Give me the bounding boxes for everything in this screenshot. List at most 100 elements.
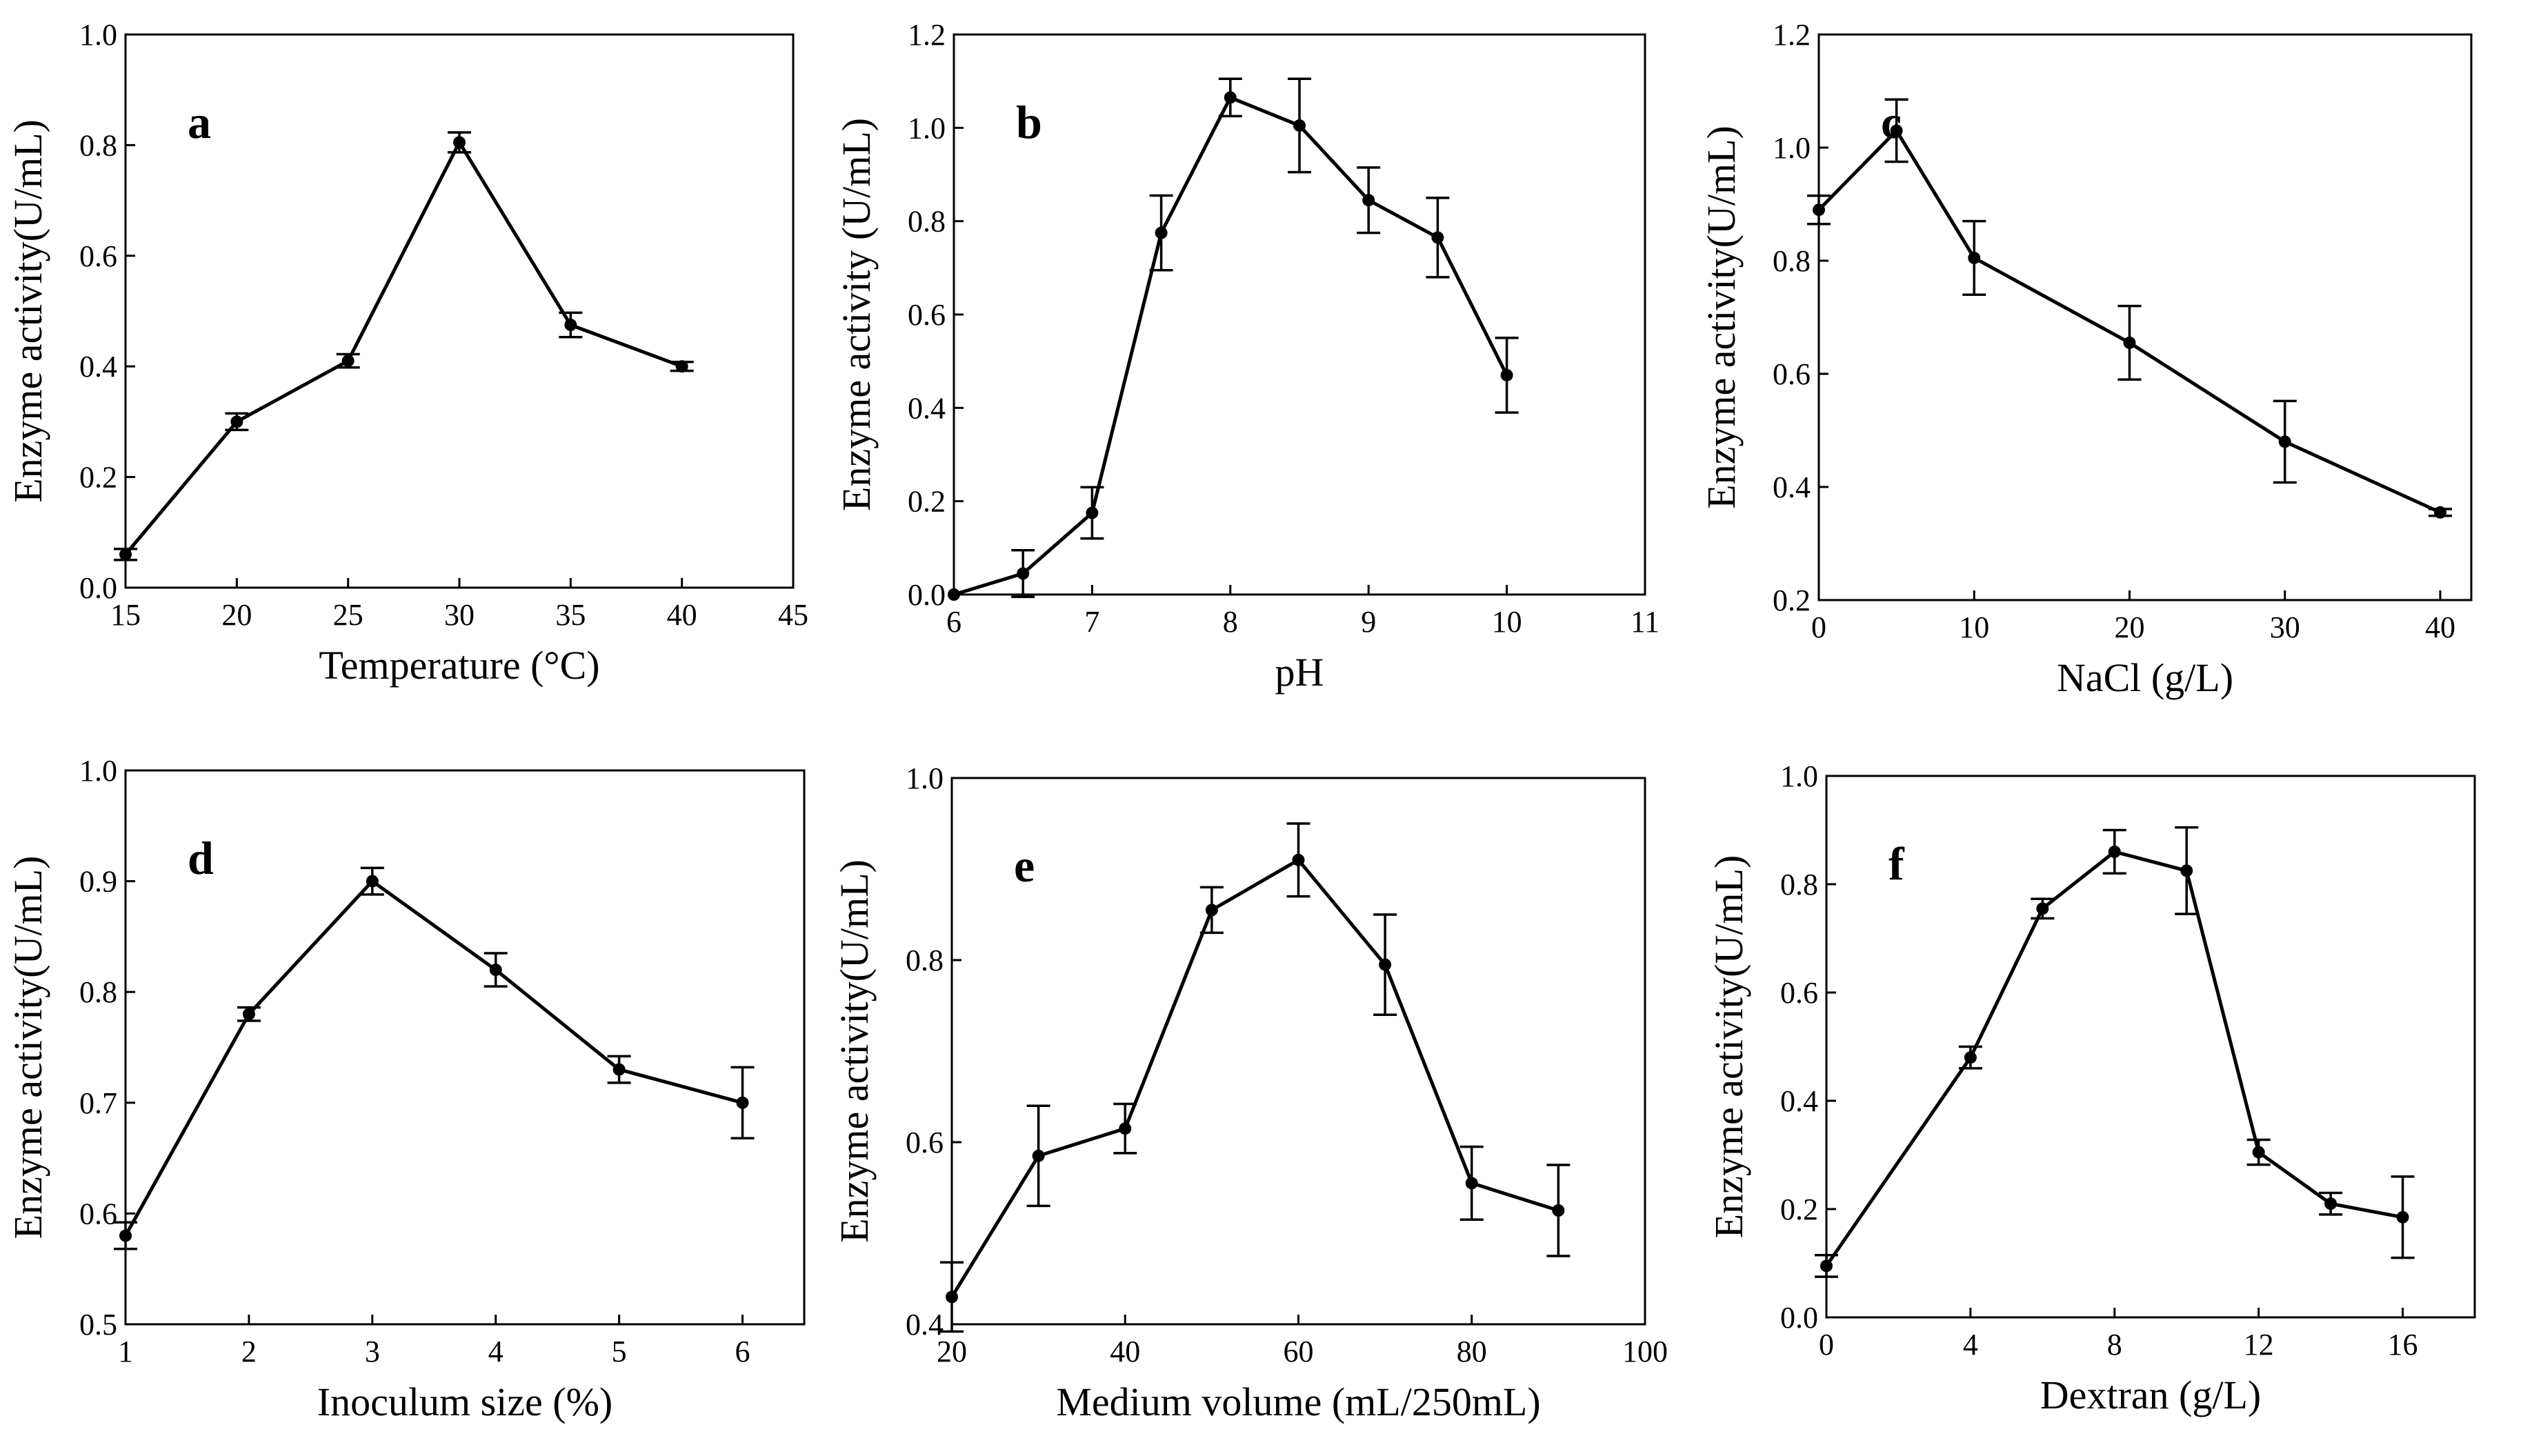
x-tick-label: 7: [1084, 605, 1099, 639]
data-point: [1293, 119, 1306, 132]
data-point: [1017, 567, 1030, 580]
plot-frame: [1825, 775, 2476, 1319]
y-tick-label: 0.6: [1773, 357, 1811, 391]
panel-b: 6 7 8 9 10 11 0.0 0.2 0.4 0.6 0.8 1.0 1.2 pH Enzyme ac…: [834, 18, 1659, 695]
data-point: [341, 355, 355, 368]
y-tick-label: 1.2: [908, 18, 946, 52]
data-point: [1500, 368, 1513, 381]
y-tick-label: 0.6: [79, 1197, 117, 1230]
panel-f: 0 4 8 12 16 0.0 0.2 0.4 0.6 0.8 1.0 Dextran (g/L) En…: [1706, 759, 2476, 1417]
y-tick-label: 0.0: [908, 578, 946, 612]
panel-letter: d: [188, 832, 214, 884]
y-tick-label: 0.6: [908, 298, 946, 332]
x-tick-label: 100: [1622, 1335, 1668, 1368]
data-point: [489, 964, 502, 977]
data-point: [2324, 1197, 2337, 1210]
x-tick-label: 9: [1361, 605, 1376, 639]
y-tick-label: 0.6: [79, 239, 117, 273]
data-point: [1820, 1259, 1833, 1273]
x-tick-label: 40: [1110, 1335, 1140, 1368]
data-point: [242, 1008, 255, 1021]
y-tick-label: 0.6: [1780, 976, 1818, 1010]
panel-d: 1 2 3 4 5 6 0.5 0.6 0.7 0.8 0.9 1.0 Inoculum size (%…: [6, 754, 806, 1424]
data-point: [1813, 203, 1825, 217]
data-point: [946, 1290, 958, 1304]
y-tick-label: 0.5: [79, 1308, 117, 1342]
data-point: [1379, 958, 1392, 971]
data-point: [1465, 1177, 1478, 1190]
y-axis-title: Enzyme activity(U/mL): [6, 119, 50, 503]
data-point: [1205, 904, 1218, 917]
data-point: [675, 360, 688, 373]
y-axis-title: Enzyme activity(U/mL): [6, 856, 50, 1239]
data-point: [230, 415, 243, 428]
x-tick-label: 8: [2107, 1328, 2122, 1362]
x-tick-label: 6: [735, 1335, 750, 1368]
y-tick-label: 1.0: [79, 754, 117, 788]
panel-letter: b: [1016, 96, 1042, 148]
series-line: [1817, 128, 2442, 515]
data-point: [1292, 853, 1305, 866]
x-tick-label: 4: [1963, 1328, 1978, 1362]
data-point: [1086, 506, 1099, 519]
x-tick-label: 11: [1631, 605, 1659, 639]
data-point: [366, 875, 379, 888]
x-tick-label: 8: [1223, 605, 1238, 639]
data-point: [2278, 435, 2291, 448]
x-tick-label: 20: [221, 598, 252, 632]
x-tick-label: 30: [2270, 610, 2300, 644]
data-point: [2433, 506, 2446, 519]
series-line: [1824, 850, 2404, 1267]
y-tick-label: 0.8: [79, 128, 117, 162]
data-point: [612, 1063, 626, 1076]
x-tick-label: 40: [667, 598, 697, 632]
y-tick-label: 0.8: [908, 205, 946, 239]
data-point: [564, 319, 577, 332]
x-tick-label: 80: [1457, 1335, 1487, 1368]
x-tick-label: 4: [488, 1335, 504, 1368]
y-axis-title: Enzyme activity (U/mL): [834, 118, 879, 511]
y-tick-label: 0.4: [908, 391, 946, 425]
y-tick-label: 0.8: [1780, 868, 1818, 901]
y-tick-label: 0.2: [79, 461, 117, 495]
x-tick-label: 10: [1959, 610, 1989, 644]
plot-frame: [124, 769, 806, 1326]
x-tick-label: 1: [118, 1335, 133, 1368]
y-tick-label: 0.4: [1773, 470, 1811, 504]
data-point: [1968, 251, 1981, 264]
y-tick-label: 0.8: [906, 944, 944, 977]
data-point: [948, 588, 960, 601]
x-tick-label: 6: [946, 605, 961, 639]
y-tick-label: 0.2: [908, 485, 946, 519]
x-axis-title: Medium volume (mL/250mL): [1056, 1379, 1540, 1424]
data-point: [1155, 226, 1168, 239]
x-tick-label: 60: [1284, 1335, 1314, 1368]
panel-e: 20 40 60 80 100 0.4 0.6 0.8 1.0 Medium volume (mL…: [832, 761, 1668, 1424]
x-tick-label: 0: [1819, 1328, 1834, 1362]
y-tick-label: 0.7: [79, 1086, 117, 1120]
y-tick-label: 0.0: [79, 571, 117, 605]
panel-letter: c: [1881, 96, 1902, 148]
y-tick-label: 1.0: [908, 111, 946, 145]
x-tick-label: 20: [937, 1335, 967, 1368]
x-tick-label: 5: [612, 1335, 627, 1368]
y-tick-label: 0.4: [79, 350, 117, 383]
y-tick-label: 1.0: [79, 18, 117, 52]
x-tick-label: 2: [241, 1335, 257, 1368]
x-tick-label: 15: [110, 598, 141, 632]
plot-frame: [124, 33, 795, 589]
x-tick-label: 0: [1811, 610, 1826, 644]
data-point: [2108, 845, 2121, 858]
x-tick-label: 20: [2114, 610, 2144, 644]
data-point: [453, 136, 466, 149]
data-point: [2180, 864, 2193, 877]
data-point: [2123, 336, 2136, 349]
data-point: [2252, 1146, 2265, 1159]
data-point: [1552, 1204, 1565, 1217]
panel-letter: e: [1014, 839, 1035, 892]
y-axis-title: Enzyme activity(U/mL): [1706, 855, 1751, 1239]
data-point: [1890, 124, 1903, 137]
y-tick-label: 0.2: [1780, 1193, 1818, 1226]
data-point: [1964, 1051, 1977, 1064]
